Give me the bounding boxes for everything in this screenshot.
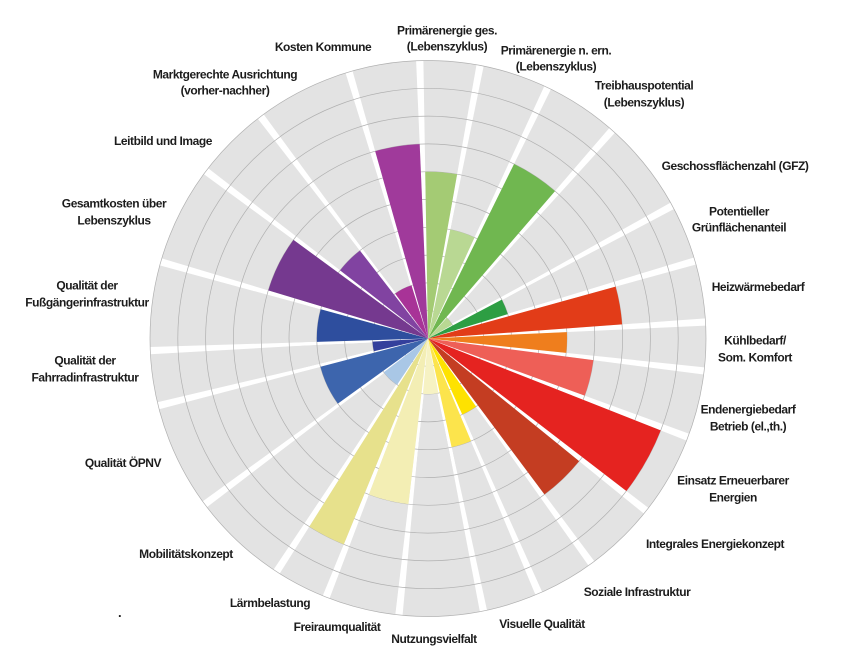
value-wedge-11: [428, 338, 472, 448]
sector-background-21: [263, 73, 428, 339]
sector-label-2: Treibhauspotential (Lebenszyklus): [594, 78, 694, 110]
grid-ring-10: [149, 60, 707, 617]
value-wedge-2: [428, 163, 556, 339]
value-wedge-5: [428, 286, 623, 339]
grid-ring-9: [177, 87, 679, 590]
sector-label-0: Primärenergie ges. (Lebenszyklus): [397, 23, 497, 54]
value-wedge-1: [428, 229, 475, 339]
sector-label-11: Visuelle Qualität: [499, 616, 585, 631]
value-wedge-12: [422, 338, 439, 395]
value-wedge-7: [428, 338, 594, 396]
sector-label-12: Nutzungsvielfalt: [391, 631, 477, 646]
sector-background-15: [207, 338, 428, 570]
value-wedge-6: [428, 332, 568, 353]
value-wedge-22: [375, 144, 428, 339]
value-wedge-16: [320, 338, 428, 404]
sector-label-1: Primärenergie n. ern. (Lebenszyklus): [500, 43, 612, 74]
value-wedge-4: [428, 299, 508, 339]
value-wedge-19: [268, 239, 428, 339]
sector-label-17: Qualität der Fahrradinfrastruktur: [31, 353, 139, 385]
sector-label-15: Mobilitätskonzept: [139, 546, 233, 561]
value-wedge-21: [395, 285, 428, 339]
grid-ring-7: [233, 143, 623, 534]
value-wedge-9: [428, 338, 580, 495]
sector-label-5: Heizwärmebedarf: [711, 279, 805, 294]
sector-label-8: Einsatz Erneuerbarer Energien: [677, 473, 789, 505]
value-wedge-14: [309, 338, 428, 545]
sector-label-16: Qualität ÖPNV: [84, 455, 162, 470]
sector-label-13: Freiraumqualität: [293, 619, 381, 634]
stray-period-mark: .: [118, 605, 122, 620]
sector-label-4: Potentieller Grünflächenanteil: [691, 204, 787, 235]
value-wedge-10: [428, 338, 477, 415]
value-wedge-8: [428, 338, 661, 491]
sector-label-14: Lärmbelastung: [229, 595, 311, 610]
grid-ring-8: [205, 115, 651, 562]
sector-label-6: Kühlbedarf/Som. Komfort: [718, 333, 792, 365]
value-wedge-20: [340, 250, 428, 339]
sector-background-3: [428, 132, 671, 339]
sector-label-18: Qualität der Fußgängerinfrastruktur: [25, 278, 149, 310]
value-wedge-13: [368, 338, 428, 505]
value-wedge-3: [428, 317, 453, 339]
value-wedge-0: [425, 171, 458, 339]
value-wedge-18: [316, 309, 428, 342]
sector-label-10: Soziale Infrastruktur: [583, 584, 691, 599]
sector-label-22: Kosten Kommune: [274, 39, 372, 54]
value-wedge-17: [372, 338, 428, 352]
sector-label-21: Marktgerechte Ausrichtung (vorher-nachher…: [152, 67, 298, 98]
sector-label-20: Leitbild und Image: [114, 133, 212, 148]
sector-label-7: Endenergiebedarf Betrieb (el.,th.): [700, 402, 796, 434]
sector-label-9: Integrales Energiekonzept: [645, 536, 785, 551]
value-wedge-15: [383, 338, 428, 385]
sector-label-3: Geschossflächenzahl (GFZ): [661, 158, 809, 173]
grid-ring-6: [260, 171, 596, 506]
sector-label-19: Gesamtkosten über Lebenszyklus: [61, 196, 167, 228]
